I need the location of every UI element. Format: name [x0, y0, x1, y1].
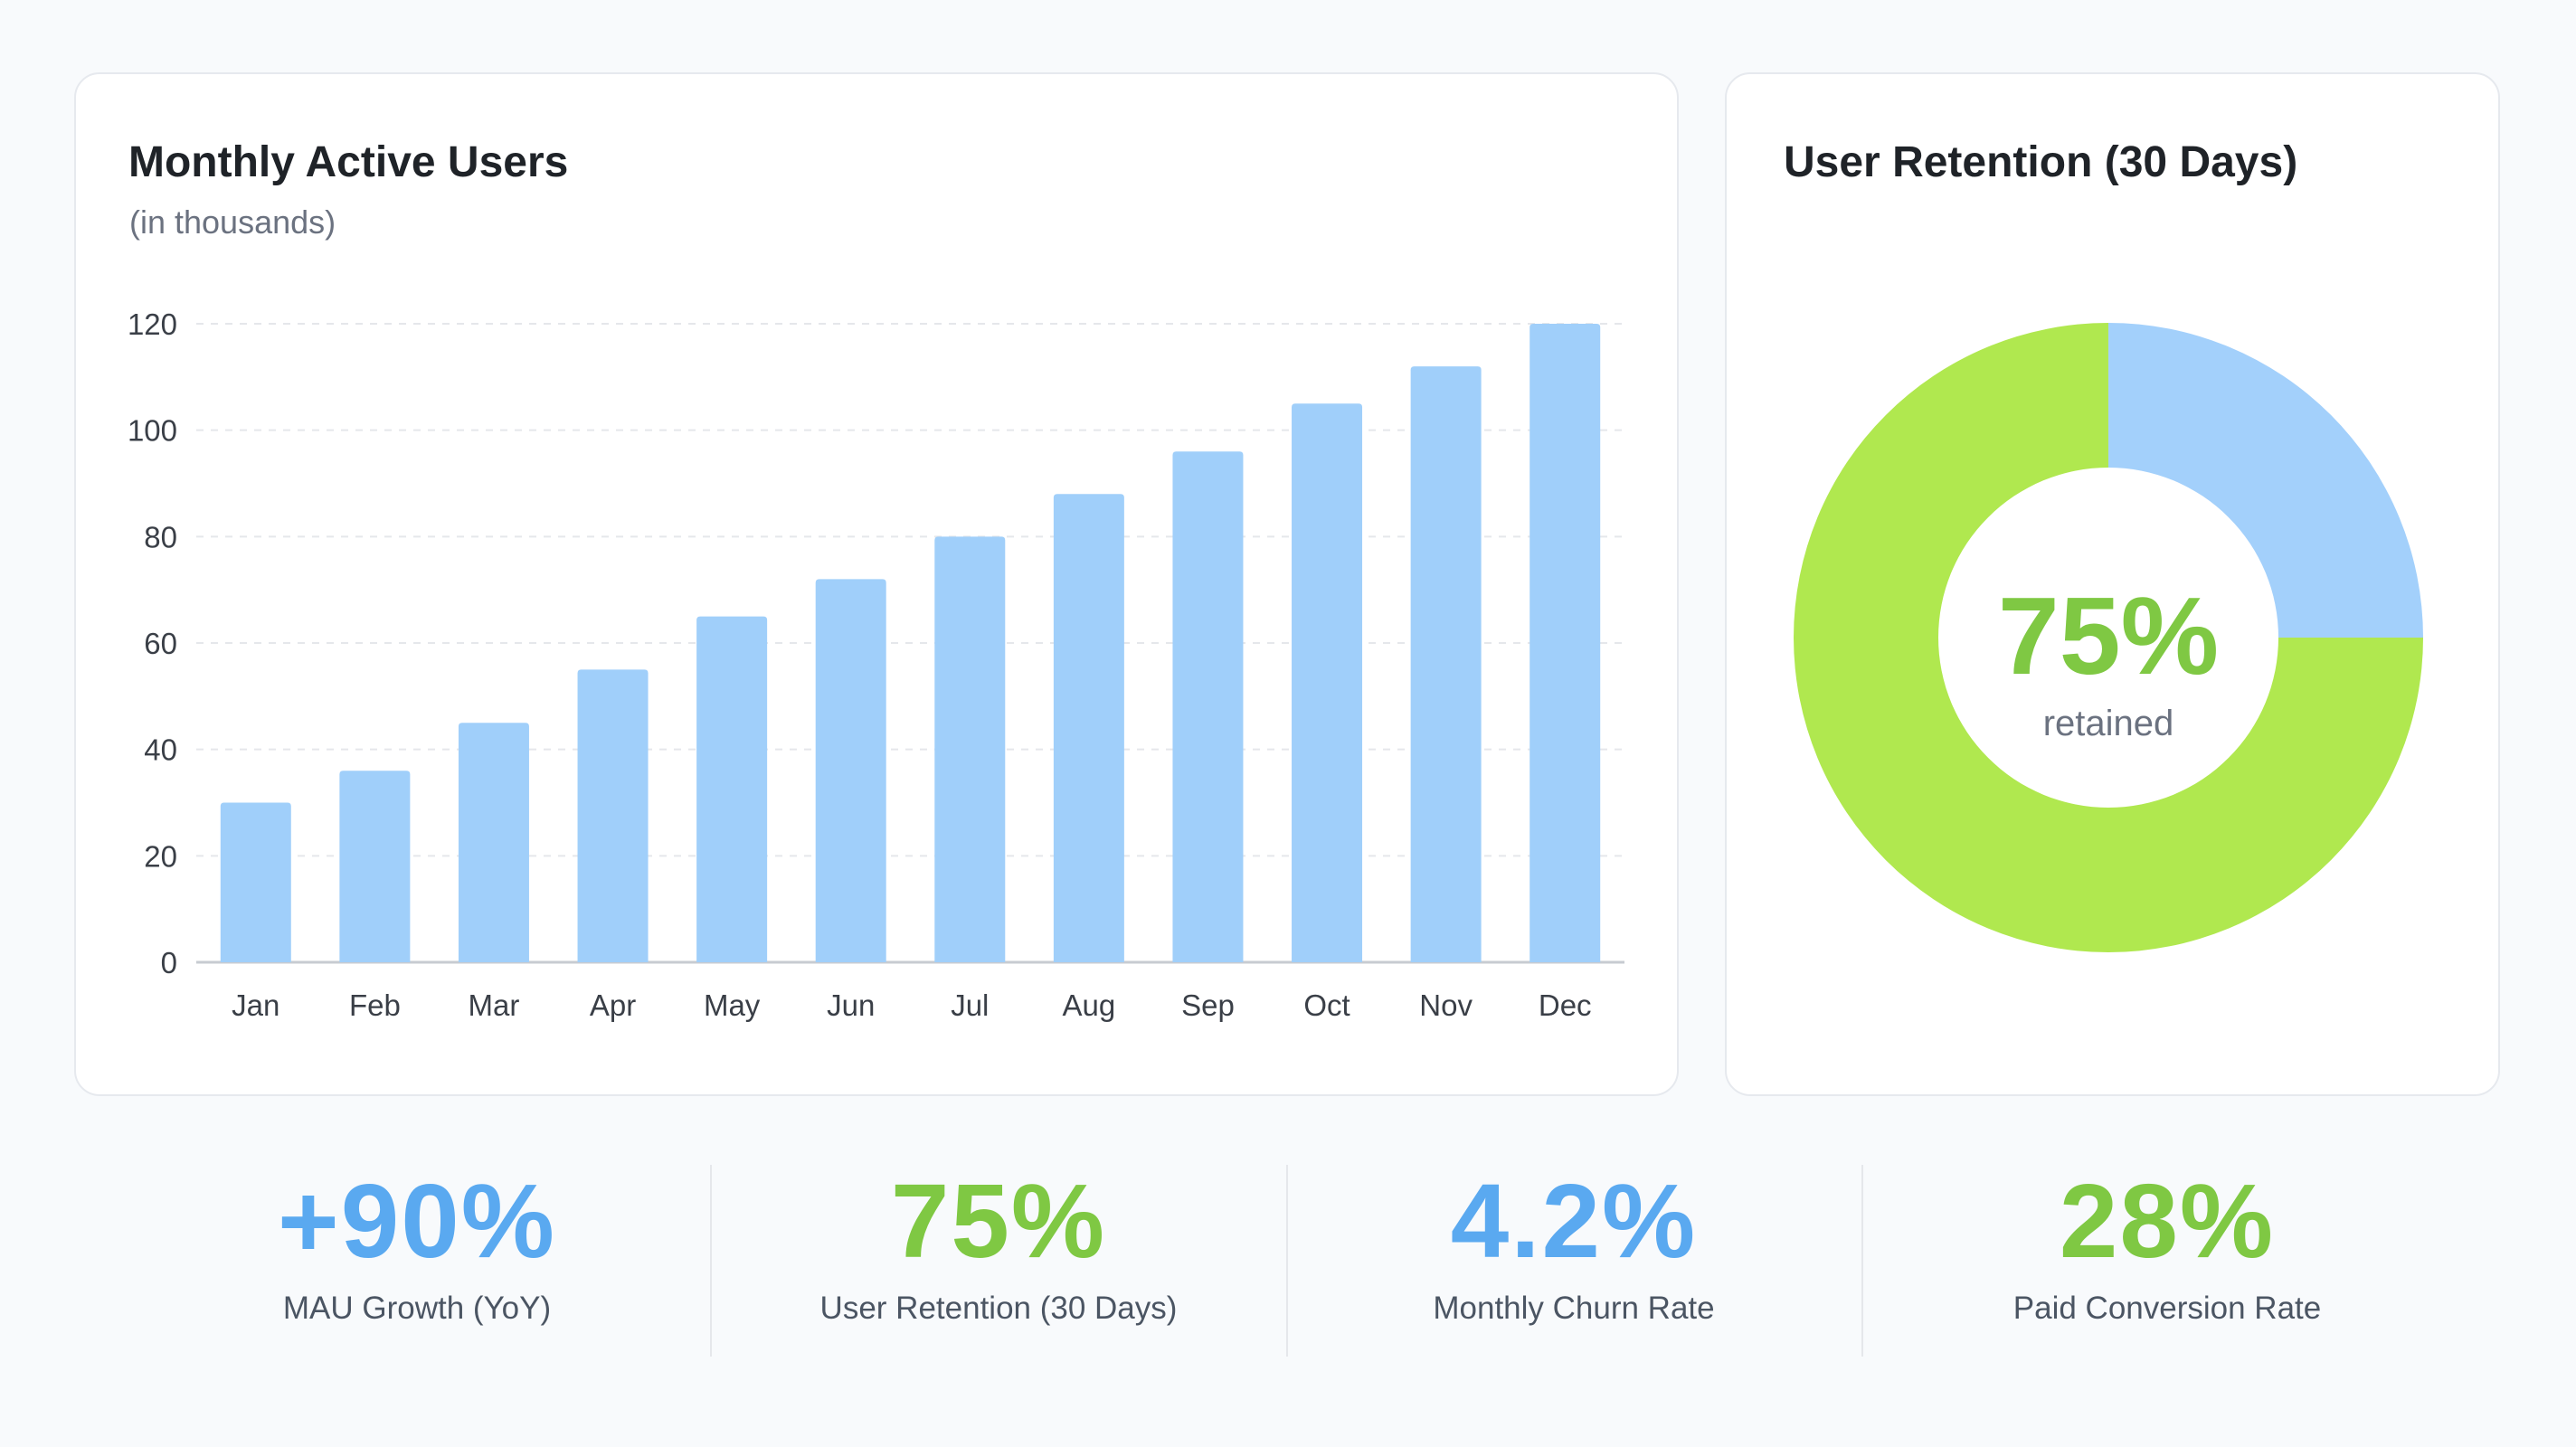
bar-nov	[1410, 366, 1482, 963]
x-tick-label: Jul	[951, 988, 989, 1022]
bar-sep	[1172, 451, 1244, 962]
x-tick-label: Mar	[469, 988, 520, 1022]
donut-center-value: 75%	[1998, 574, 2219, 697]
bar-oct	[1292, 403, 1363, 962]
kpi-label: Monthly Churn Rate	[1433, 1291, 1715, 1326]
bar-mar	[458, 723, 529, 962]
y-tick-label: 20	[144, 839, 177, 873]
bar-jul	[934, 536, 1006, 962]
y-tick-label: 40	[144, 733, 177, 767]
x-tick-label: Apr	[590, 988, 636, 1022]
x-axis: Jan Feb Mar Apr May Jun Jul Aug Sep Oct Nov Dec	[232, 988, 1591, 1022]
kpi-value: 28%	[2059, 1162, 2276, 1280]
x-tick-label: Jan	[232, 988, 279, 1022]
retention-chart-title: User Retention (30 Days)	[1784, 138, 2298, 186]
x-tick-label: Oct	[1303, 988, 1350, 1022]
y-tick-label: 60	[144, 627, 177, 660]
kpi-paid-conversion: 28% Paid Conversion Rate	[1880, 1162, 2455, 1327]
mau-chart-title: Monthly Active Users	[128, 138, 569, 186]
kpi-mau-growth: +90% MAU Growth (YoY)	[129, 1162, 705, 1327]
x-tick-label: May	[704, 988, 761, 1022]
donut-slice-retained	[1794, 323, 2423, 952]
bar-may	[696, 616, 768, 962]
chart-grid	[196, 323, 1624, 964]
mau-chart-card: Monthly Active Users (in thousands) 0 20 4…	[74, 72, 1679, 1096]
y-axis: 0 20 40 60 80 100 120	[128, 307, 177, 979]
bar-aug	[1053, 494, 1124, 962]
kpi-value: +90%	[278, 1162, 556, 1280]
kpi-value: 4.2%	[1450, 1162, 1698, 1280]
bar-dec	[1530, 324, 1601, 962]
y-tick-label: 100	[128, 414, 177, 448]
y-tick-label: 80	[144, 520, 177, 553]
x-tick-label: Feb	[349, 988, 401, 1022]
y-tick-label: 0	[161, 946, 177, 979]
bar-jan	[220, 802, 291, 962]
donut-slices	[1794, 323, 2423, 952]
bar-jun	[815, 579, 886, 962]
retention-donut-chart: 75% retained	[1794, 323, 2423, 952]
x-tick-label: Jun	[827, 988, 875, 1022]
mau-chart-subtitle: (in thousands)	[129, 203, 336, 241]
x-tick-label: Dec	[1539, 988, 1592, 1022]
donut-center-label: retained	[2043, 704, 2174, 743]
kpi-divider	[1861, 1165, 1863, 1357]
x-tick-label: Nov	[1419, 988, 1473, 1022]
y-tick-label: 120	[128, 307, 177, 341]
kpi-label: Paid Conversion Rate	[2012, 1291, 2322, 1326]
x-tick-label: Aug	[1063, 988, 1116, 1022]
kpi-label: User Retention (30 Days)	[819, 1291, 1178, 1326]
kpi-divider	[710, 1165, 712, 1357]
donut-slice-churned	[2108, 323, 2423, 638]
x-tick-label: Sep	[1181, 988, 1235, 1022]
mau-bar-chart: 0 20 40 60 80 100 120 Jan Feb Mar Apr May Jun Jul Aug…	[128, 307, 1624, 1022]
bar-feb	[339, 771, 411, 962]
kpi-divider	[1286, 1165, 1288, 1357]
kpi-value: 75%	[890, 1162, 1107, 1280]
kpi-label: MAU Growth (YoY)	[282, 1291, 552, 1326]
chart-bars	[220, 324, 1601, 963]
kpi-user-retention: 75% User Retention (30 Days)	[711, 1162, 1286, 1327]
kpi-row: +90% MAU Growth (YoY) 75% User Retention…	[0, 1162, 2576, 1361]
kpi-monthly-churn: 4.2% Monthly Churn Rate	[1286, 1162, 1861, 1327]
bar-apr	[577, 669, 649, 962]
retention-chart-card: User Retention (30 Days) 75% retained	[1725, 72, 2500, 1096]
